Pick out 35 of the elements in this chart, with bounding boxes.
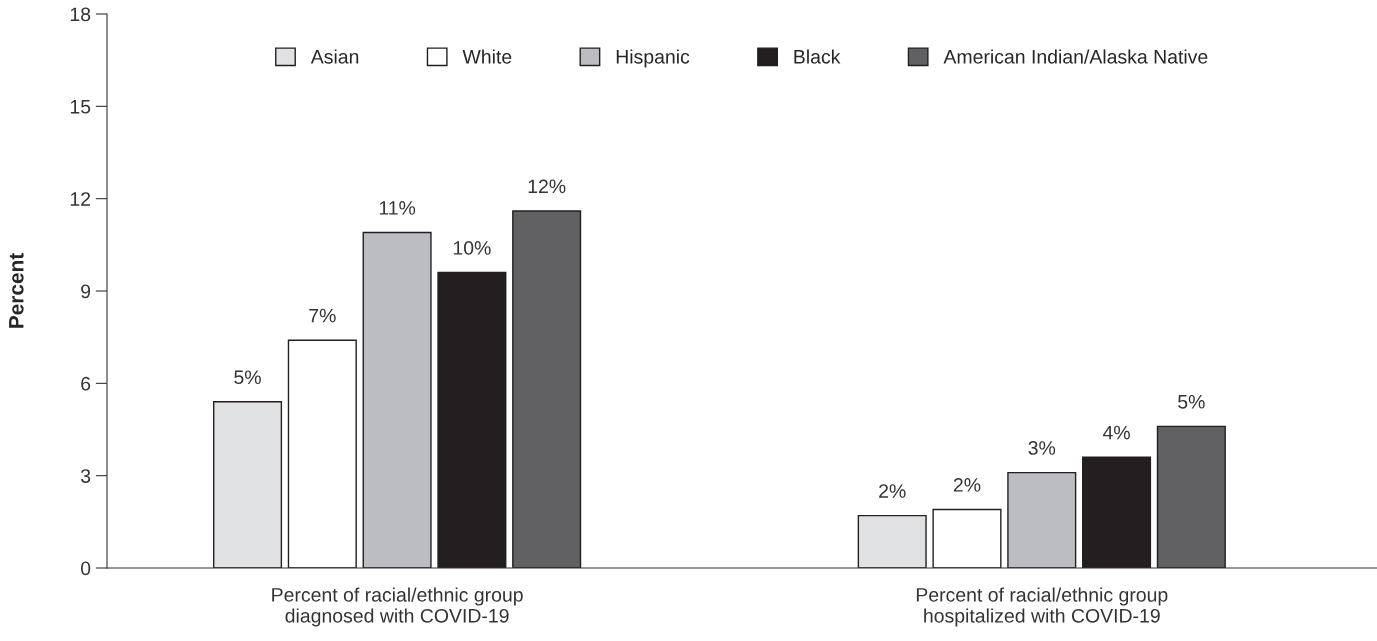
data-label: 12% bbox=[528, 179, 566, 194]
data-label: 7% bbox=[309, 308, 336, 323]
bar bbox=[287, 339, 357, 568]
y-tick-label: 18 bbox=[70, 7, 91, 22]
x-tick-label: Percent of racial/ethnic group diagnosed with COVID-19 bbox=[272, 587, 523, 627]
x-tick-label: Percent of racial/ethnic group hospitalized with COVID-19 bbox=[916, 587, 1168, 627]
bar bbox=[1156, 425, 1226, 568]
y-tick-label: 12 bbox=[70, 192, 91, 206]
legend-label: Hispanic bbox=[616, 49, 690, 68]
bar bbox=[212, 401, 283, 568]
legend-label: Asian bbox=[310, 49, 359, 64]
y-tick-label: 0 bbox=[80, 561, 91, 576]
bar bbox=[1082, 456, 1152, 568]
legend-label: Black bbox=[794, 49, 841, 64]
data-label: 5% bbox=[1178, 395, 1205, 409]
bar bbox=[932, 508, 1002, 568]
legend-label: White bbox=[462, 49, 512, 64]
data-label: 2% bbox=[879, 484, 906, 498]
y-tick-label: 15 bbox=[70, 100, 91, 114]
data-label: 11% bbox=[379, 201, 416, 215]
y-axis-title: Percent bbox=[9, 253, 24, 328]
data-label: 10% bbox=[453, 241, 491, 255]
bar bbox=[362, 231, 432, 568]
y-tick-label: 3 bbox=[80, 469, 91, 483]
bar bbox=[512, 210, 582, 568]
bar bbox=[857, 514, 927, 568]
data-label: 3% bbox=[1028, 441, 1056, 455]
bar bbox=[437, 271, 507, 568]
data-label: 2% bbox=[953, 478, 981, 492]
data-label: 4% bbox=[1102, 425, 1130, 440]
data-label: 5% bbox=[234, 370, 261, 385]
legend-label: American Indian/Alaska Native bbox=[943, 49, 1208, 64]
y-tick-label: 6 bbox=[81, 376, 91, 391]
bar bbox=[1007, 471, 1077, 568]
y-tick-label: 9 bbox=[81, 284, 91, 299]
